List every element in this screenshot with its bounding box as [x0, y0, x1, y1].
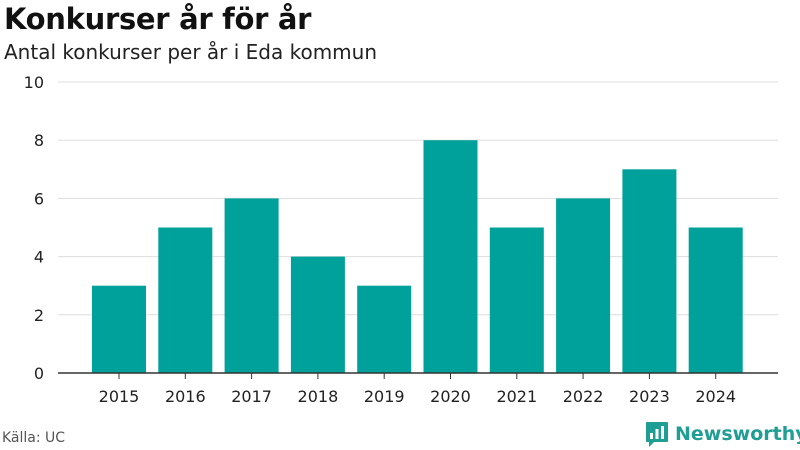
brand-logo-block: Newsworthy: [645, 420, 800, 448]
x-tick-label: 2021: [496, 387, 537, 406]
bar-2024: [688, 227, 743, 373]
x-tick-label: 2016: [165, 387, 206, 406]
x-tick-label: 2024: [695, 387, 736, 406]
x-tick-label: 2022: [563, 387, 604, 406]
y-tick-label: 2: [34, 306, 44, 325]
x-tick-label: 2018: [298, 387, 339, 406]
chart-subtitle: Antal konkurser per år i Eda kommun: [4, 40, 378, 64]
newsworthy-logo-icon: [646, 422, 668, 447]
bar-2019: [357, 285, 412, 373]
bar-2017: [224, 198, 279, 373]
x-tick-label: 2019: [364, 387, 405, 406]
bar-2023: [622, 169, 677, 373]
y-tick-label: 4: [34, 248, 44, 267]
bar-2022: [556, 198, 611, 373]
bar-2021: [489, 227, 544, 373]
y-tick-label: 6: [34, 189, 44, 208]
bar-2018: [290, 256, 345, 373]
x-tick-label: 2023: [629, 387, 670, 406]
y-tick-label: 10: [24, 73, 44, 92]
y-tick-label: 0: [34, 364, 44, 383]
brand-name: Newsworthy: [675, 423, 800, 445]
bar-2020: [423, 140, 478, 373]
x-tick-label: 2017: [231, 387, 272, 406]
x-tick-label: 2020: [430, 387, 471, 406]
bar-chart: 0 2 4 6 8 10 2015 2016 2017 2018 2019 2020 2021 2022 2…: [24, 73, 778, 406]
source-note: Källa: UC: [2, 430, 66, 446]
bar-2016: [158, 227, 213, 373]
chart-title: Konkurser år för år: [4, 2, 312, 36]
bar-2015: [92, 285, 146, 373]
x-tick-label: 2015: [99, 387, 140, 406]
y-tick-label: 8: [34, 131, 44, 150]
